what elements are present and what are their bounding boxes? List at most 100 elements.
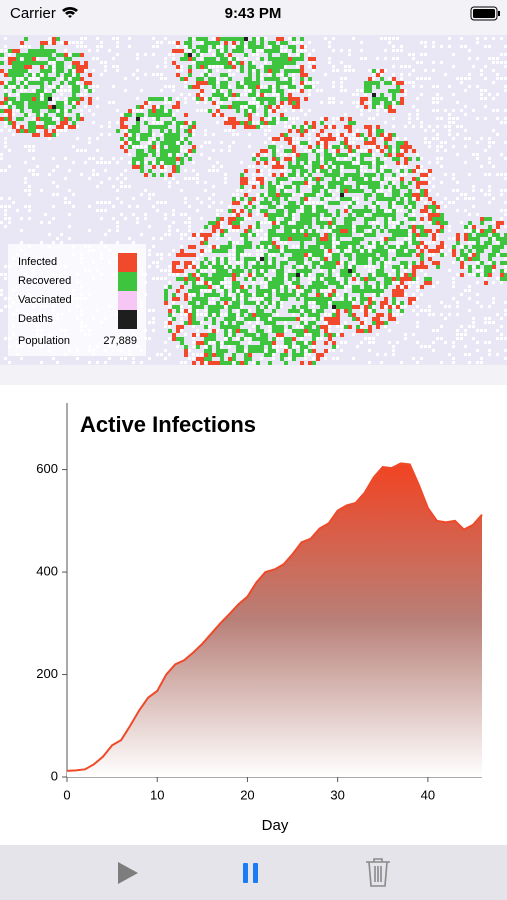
empty-cell (416, 189, 419, 192)
cell (296, 101, 300, 105)
cell (328, 213, 332, 217)
cell (288, 205, 292, 209)
trash-button[interactable] (366, 858, 390, 887)
empty-cell (240, 273, 243, 276)
empty-cell (64, 177, 67, 180)
cell (332, 169, 336, 173)
cell (400, 101, 404, 105)
empty-cell (80, 149, 83, 152)
empty-cell (0, 221, 3, 224)
cell (280, 61, 284, 65)
cell (268, 229, 272, 233)
cell (236, 225, 240, 229)
empty-cell (184, 201, 187, 204)
cell (236, 49, 240, 53)
empty-cell (64, 109, 67, 112)
cell (380, 173, 384, 177)
cell (128, 129, 132, 133)
cell (408, 253, 412, 257)
empty-cell (232, 253, 235, 256)
cell (476, 245, 480, 249)
cell (296, 229, 300, 233)
cell (72, 97, 76, 101)
pause-button[interactable] (243, 863, 258, 883)
cell (416, 265, 420, 269)
cell (248, 93, 252, 97)
cell (360, 261, 364, 265)
cell (296, 329, 300, 333)
play-button[interactable] (118, 862, 138, 884)
empty-cell (52, 241, 55, 244)
cell (32, 57, 36, 61)
cell (248, 285, 252, 289)
cell (424, 181, 428, 185)
cell (228, 53, 232, 57)
cell (288, 225, 292, 229)
cell (388, 81, 392, 85)
cell (272, 257, 276, 261)
empty-cell (356, 137, 359, 140)
empty-cell (344, 285, 347, 288)
cell (148, 125, 152, 129)
cell (376, 285, 380, 289)
cell (228, 105, 232, 109)
empty-cell (356, 157, 359, 160)
cell (260, 301, 264, 305)
cell (156, 125, 160, 129)
cell (60, 65, 64, 69)
cell (144, 121, 148, 125)
empty-cell (424, 53, 427, 56)
empty-cell (412, 105, 415, 108)
cell (420, 209, 424, 213)
cell (348, 185, 352, 189)
empty-cell (216, 213, 219, 216)
cell (400, 177, 404, 181)
empty-cell (400, 313, 403, 316)
cell (272, 157, 276, 161)
empty-cell (192, 37, 195, 40)
cell (456, 257, 460, 261)
cell (244, 245, 248, 249)
cell (284, 133, 288, 137)
cell (212, 317, 216, 321)
empty-cell (176, 69, 179, 72)
cell (260, 317, 264, 321)
empty-cell (268, 245, 271, 248)
cell (380, 77, 384, 81)
cell (236, 201, 240, 205)
empty-cell (400, 273, 403, 276)
empty-cell (324, 253, 327, 256)
empty-cell (292, 81, 295, 84)
cell (124, 117, 128, 121)
empty-cell (456, 153, 459, 156)
empty-cell (440, 181, 443, 184)
empty-cell (372, 293, 375, 296)
cell (228, 305, 232, 309)
cell (288, 257, 292, 261)
empty-cell (224, 181, 227, 184)
empty-cell (308, 181, 311, 184)
cell (320, 249, 324, 253)
empty-cell (400, 209, 403, 212)
empty-cell (116, 221, 119, 224)
empty-cell (488, 353, 491, 356)
cell (248, 225, 252, 229)
cell (416, 193, 420, 197)
empty-cell (320, 149, 323, 152)
cell (156, 97, 160, 101)
empty-cell (396, 37, 399, 40)
cell (200, 241, 204, 245)
cell (476, 273, 480, 277)
empty-cell (48, 173, 51, 176)
empty-cell (372, 129, 375, 132)
cell (0, 101, 4, 105)
empty-cell (496, 253, 499, 256)
legend-swatch (118, 272, 137, 291)
empty-cell (200, 201, 203, 204)
cell (236, 253, 240, 257)
cell (192, 289, 196, 293)
empty-cell (408, 241, 411, 244)
cell (256, 177, 260, 181)
empty-cell (180, 149, 183, 152)
cell (272, 149, 276, 153)
